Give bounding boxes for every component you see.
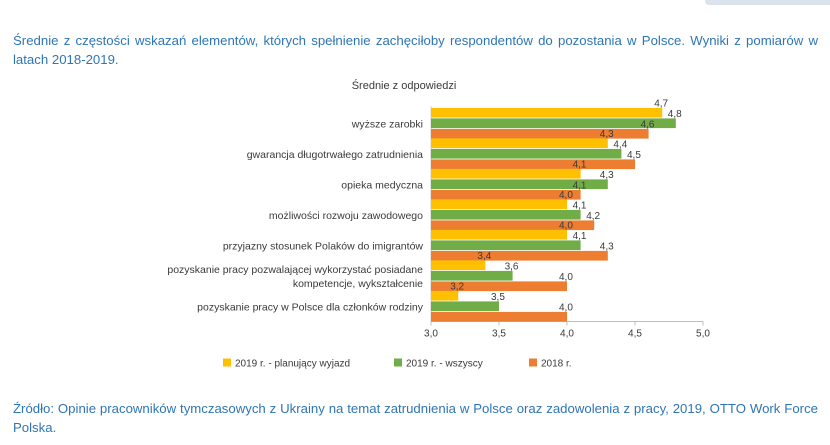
bar [431, 220, 595, 231]
bar [431, 301, 499, 312]
x-tick-label: 4,0 [560, 329, 574, 340]
data-label: 4,0 [559, 220, 573, 231]
bar [431, 118, 676, 129]
category-label: pozyskanie pracy pozwalającej wykorzysta… [167, 264, 423, 276]
data-label: 4,6 [641, 119, 655, 130]
bar [431, 290, 459, 301]
category-label: gwarancja długotrwałego zatrudnienia [247, 149, 423, 161]
bar [431, 138, 608, 149]
data-label: 3,6 [505, 261, 519, 272]
bar [431, 229, 567, 240]
bar [431, 260, 486, 271]
data-label: 4,8 [668, 109, 682, 120]
bar [431, 199, 567, 210]
bar [431, 209, 581, 220]
bar [431, 240, 581, 251]
legend-swatch [394, 358, 402, 367]
data-label: 4,2 [586, 211, 600, 222]
category-label: wyższe zarobki [351, 118, 423, 130]
legend-label: 2019 r. - wszyscy [406, 359, 483, 370]
bar [431, 179, 608, 190]
bar [431, 281, 567, 292]
x-tick-label: 4,5 [628, 329, 642, 340]
x-tick-label: 5,0 [696, 329, 710, 340]
figure-caption: Średnie z częstości wskazań elementów, k… [13, 33, 818, 67]
data-label: 4,0 [559, 302, 573, 313]
data-label: 4,7 [654, 98, 668, 109]
bar [431, 311, 567, 322]
bar [431, 159, 635, 170]
bar [431, 270, 513, 281]
bar [431, 107, 663, 118]
data-label: 4,0 [559, 190, 573, 201]
data-label: 4,1 [573, 180, 587, 191]
bar [431, 189, 581, 200]
bar [431, 168, 581, 179]
data-label: 4,1 [573, 200, 587, 211]
data-label: 4,1 [573, 231, 587, 242]
bar [431, 128, 649, 139]
category-label: przyjazny stosunek Polaków do imigrantów [223, 240, 424, 252]
data-label: 4,5 [627, 150, 641, 161]
category-label: kompetencje, wykształcenie [293, 278, 423, 290]
bar [431, 250, 608, 261]
category-label: pozyskanie pracy w Polsce dla członków r… [197, 301, 424, 313]
data-label: 3,2 [450, 281, 464, 292]
corner-decoration [705, 0, 830, 5]
legend-label: 2018 r. [541, 359, 572, 370]
bar [431, 148, 622, 159]
data-label: 4,4 [613, 139, 627, 150]
data-label: 4,3 [600, 170, 614, 181]
data-label: 3,4 [477, 251, 491, 262]
source-note: Źródło: Opinie pracowników tymczasowych … [13, 401, 818, 435]
bar-chart: Średnie z odpowiedzi 3,0 3,5 4,0 4,5 5,0 wyższ… [167, 79, 710, 370]
x-tick-label: 3,0 [424, 329, 438, 340]
legend-swatch [223, 358, 231, 367]
x-tick-label: 3,5 [492, 329, 506, 340]
category-label: opieka medyczna [341, 179, 423, 191]
data-label: 4,3 [600, 241, 614, 252]
category-label: możliwości rozwoju zawodowego [269, 210, 423, 222]
legend-swatch [529, 358, 537, 367]
legend-label: 2019 r. - planujący wyjazd [235, 359, 350, 370]
data-label: 4,1 [573, 159, 587, 170]
chart-title: Średnie z odpowiedzi [352, 79, 457, 92]
data-label: 4,3 [600, 129, 614, 140]
data-label: 3,5 [491, 292, 505, 303]
data-label: 4,0 [559, 272, 573, 283]
